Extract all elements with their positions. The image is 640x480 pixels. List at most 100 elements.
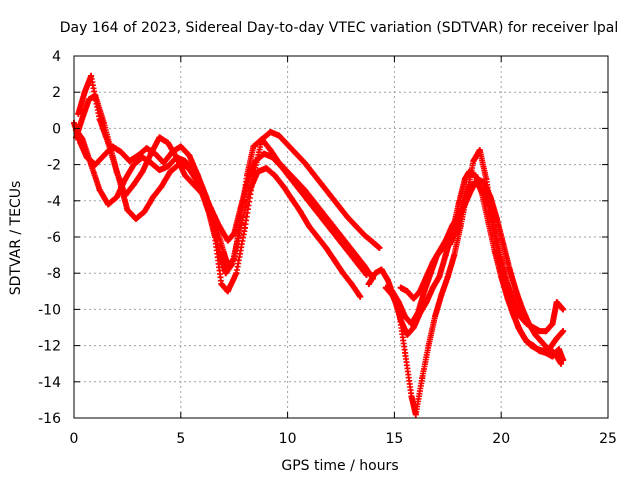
series-track-3 [75,72,383,295]
data-point [389,288,396,295]
data-point [207,205,214,212]
data-point [555,346,562,353]
data-point [278,163,285,170]
y-tick-label: 0 [52,121,61,137]
data-point [75,110,82,117]
data-point [156,134,163,141]
data-point [329,228,336,235]
y-axis-label: SDTVAR / TECUs [8,181,24,296]
data-point [476,147,483,154]
data-point [365,281,372,288]
data-point [295,185,302,192]
data-point [147,159,154,166]
ticks-layer [73,55,609,419]
data-point [139,168,146,175]
data-point [263,165,270,172]
x-tick-label: 0 [70,431,79,447]
data-point [446,241,453,248]
x-tick-label: 20 [492,431,510,447]
data-point [96,186,103,193]
data-point [455,201,462,208]
chart-title: Day 164 of 2023, Sidereal Day-to-day VTE… [60,20,618,36]
data-point [211,234,218,240]
data-point [470,157,477,164]
data-point [303,195,310,202]
data-point [312,206,319,213]
x-tick-label: 5 [176,431,185,447]
data-point [88,161,95,168]
data-point [355,261,362,268]
data-point [122,192,129,199]
data-point [410,295,417,302]
y-tick-label: -10 [38,302,61,318]
data-point [429,284,436,291]
data-point [408,393,415,400]
data-point [286,174,293,181]
data-point [314,234,321,240]
data-point [301,159,308,166]
series-track-8 [397,176,565,367]
data-point [284,141,291,148]
data-point [423,299,430,306]
data-point [293,150,300,157]
data-point [442,252,449,259]
data-point [500,241,507,248]
data-point [423,273,430,280]
data-point [436,273,443,280]
data-point [508,306,515,313]
data-point [483,176,490,183]
data-point [438,291,445,298]
data-point [173,154,180,161]
data-point [190,181,197,188]
data-point [177,143,184,150]
data-point [384,277,391,284]
data-point [519,306,526,313]
data-point [130,161,137,168]
data-point [553,299,560,306]
data-point [254,168,261,175]
data-point [130,181,137,188]
series-track-4 [73,127,370,279]
data-point [224,288,231,295]
data-point [335,203,342,210]
data-point [560,306,567,313]
data-point [105,201,112,208]
data-point [444,273,451,280]
data-point [493,215,500,222]
data-point [455,212,462,219]
data-point [414,310,421,317]
data-point [515,324,522,331]
data-point [442,237,449,244]
y-tick-label: -6 [47,230,61,246]
data-point [231,230,238,237]
data-point [122,176,129,183]
data-point [113,168,120,175]
data-point [218,281,225,288]
x-tick-label: 25 [599,431,617,447]
y-tick-label: -8 [47,266,61,282]
data-point [252,157,259,164]
data-point [182,157,189,164]
data-point [222,270,229,277]
data-point [340,270,347,277]
data-point [305,223,312,230]
data-point [417,288,424,295]
data-point [158,183,165,190]
data-point [361,232,368,239]
y-tick-label: -4 [47,194,61,210]
data-point [190,168,197,175]
data-point [376,244,383,251]
data-point [167,168,174,175]
data-point [549,320,556,327]
data-point [310,170,317,177]
x-tick-label: 10 [279,431,297,447]
data-point [139,154,146,161]
data-point [117,148,124,155]
data-point [543,328,550,335]
y-tick-label: 2 [52,85,61,101]
x-tick-label: 15 [385,431,403,447]
data-point [431,313,438,320]
data-point [216,223,223,230]
data-point [412,411,419,418]
